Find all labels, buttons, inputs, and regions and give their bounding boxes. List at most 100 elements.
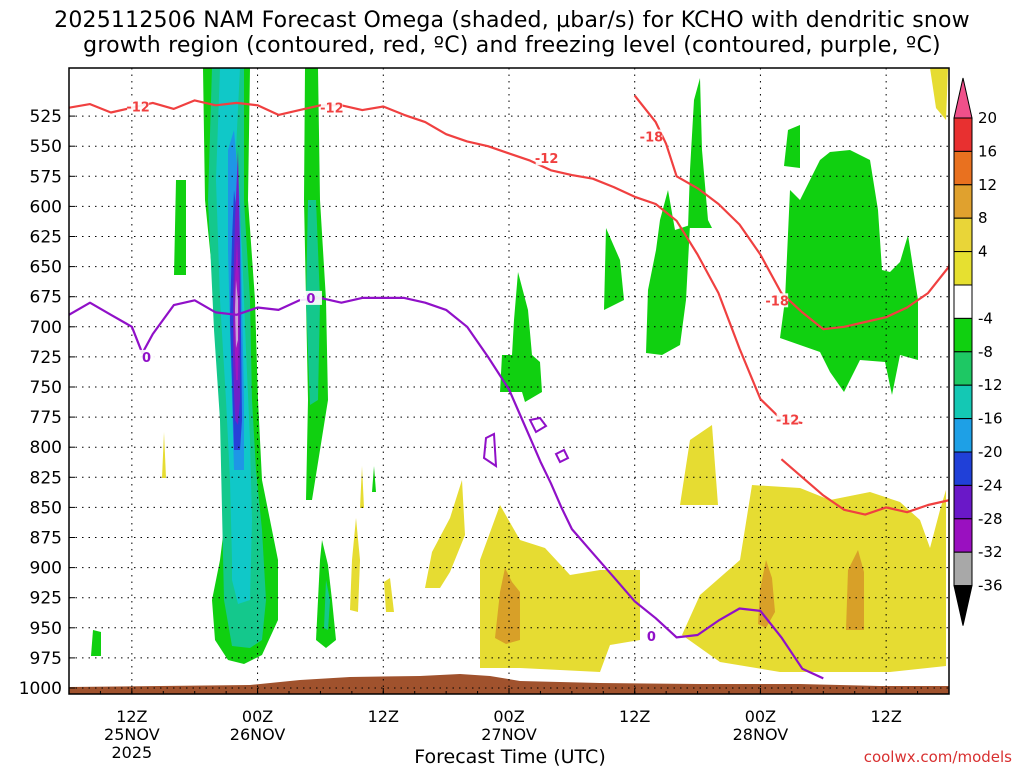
y-tick-label-975: 975 bbox=[30, 649, 62, 669]
colorbar-label-5: -4 bbox=[978, 309, 993, 327]
colorbar-label-6: -8 bbox=[978, 343, 993, 361]
contour-label-bg-1 bbox=[320, 100, 343, 115]
y-tick-label-825: 825 bbox=[30, 468, 62, 488]
colorbar-label-0: 20 bbox=[978, 109, 997, 127]
colorbar-segment-13 bbox=[953, 518, 973, 553]
chart-title-line-2: growth region (contoured, red, ºC) and f… bbox=[83, 33, 941, 58]
y-tick-label-800: 800 bbox=[30, 438, 62, 458]
y-tick-label-700: 700 bbox=[30, 318, 62, 338]
y-tick-label-725: 725 bbox=[30, 348, 62, 368]
colorbar-segment-12 bbox=[953, 484, 973, 520]
contour-line-2 bbox=[780, 458, 949, 516]
omega-shading bbox=[91, 68, 948, 672]
omega-region-pos_4-3 bbox=[360, 466, 364, 508]
colorbar-label-2: 12 bbox=[978, 176, 997, 194]
x-tick-label-6-3: 2025 bbox=[111, 743, 152, 762]
omega-region-pos_4-4 bbox=[384, 578, 394, 612]
omega-region-pos_4-1 bbox=[425, 480, 465, 588]
contour-label-0: -12 bbox=[126, 100, 150, 115]
colorbar-segment-3 bbox=[953, 184, 973, 219]
freezing-closed-contour-0 bbox=[482, 432, 498, 468]
contour-label-bg-6 bbox=[135, 349, 158, 364]
omega-region-pos_4-7 bbox=[930, 68, 948, 120]
y-tick-label-1000: 1000 bbox=[19, 679, 62, 699]
omega-region-neg_4-15 bbox=[500, 272, 542, 402]
colorbar-segment-7 bbox=[953, 317, 973, 353]
colorbar-segment-10 bbox=[953, 418, 973, 453]
contour-label-7: 0 bbox=[306, 292, 315, 307]
freezing-closed-contour-1 bbox=[528, 416, 548, 434]
contour-label-1: -12 bbox=[320, 102, 344, 117]
x-tick-label-6-2: 25NOV bbox=[104, 725, 160, 744]
omega-region-neg_4-22 bbox=[91, 630, 101, 656]
colorbar-segment-14 bbox=[953, 551, 973, 587]
y-tick-label-575: 575 bbox=[30, 167, 62, 187]
omega-region-neg_8-26 bbox=[324, 580, 330, 630]
omega-region-neg_4-16 bbox=[604, 228, 624, 310]
contour-label-2: -12 bbox=[535, 152, 559, 167]
chart-title-line-1: 2025112506 NAM Forecast Omega (shaded, µ… bbox=[54, 8, 970, 33]
colorbar-segment-1 bbox=[953, 117, 973, 152]
colorbar-label-9: -20 bbox=[978, 443, 1003, 461]
y-tick-label-875: 875 bbox=[30, 529, 62, 549]
omega-region-neg_4-18 bbox=[688, 78, 712, 228]
colorbar: 20 16 12 8 4 -4 -8 -12 -16 -20 -24 -28 -32 -36 bbox=[953, 77, 1003, 626]
contour-label-bg-2 bbox=[535, 151, 558, 166]
contour-label-bg-8 bbox=[640, 629, 663, 644]
colorbar-label-13: -36 bbox=[978, 577, 1003, 595]
omega-region-neg_4-21 bbox=[174, 180, 186, 275]
colorbar-segment-2 bbox=[953, 150, 973, 186]
contour-label-6: 0 bbox=[142, 351, 151, 366]
colorbar-label-7: -12 bbox=[978, 376, 1003, 394]
omega-region-neg_4-20 bbox=[784, 125, 800, 168]
omega-region-neg_4-19 bbox=[780, 150, 918, 395]
contour-label-bg-5 bbox=[776, 412, 799, 427]
omega-region-pos_8-11 bbox=[846, 550, 864, 630]
y-tick-label-600: 600 bbox=[30, 197, 62, 217]
x-tick-label-18-2: 26NOV bbox=[230, 725, 286, 744]
contour-label-bg-4 bbox=[766, 293, 789, 308]
x-tick-label-42-2: 27NOV bbox=[481, 725, 537, 744]
credit-link[interactable]: coolwx.com/models bbox=[863, 748, 1012, 766]
colorbar-segment-9 bbox=[953, 384, 973, 420]
y-axis: 525 550 575 600 625 650 675 700 725 750 775 800 825 8… bbox=[19, 107, 75, 699]
contour-label-3: -18 bbox=[640, 131, 664, 146]
contour-lines bbox=[69, 94, 949, 680]
contour-label-8: 0 bbox=[647, 630, 656, 645]
x-tick-label-42-1: 00Z bbox=[493, 707, 524, 726]
colorbar-label-12: -32 bbox=[978, 543, 1003, 561]
y-tick-label-675: 675 bbox=[30, 288, 62, 308]
contour-label-5: -12 bbox=[776, 414, 800, 429]
omega-region-pos_4-8 bbox=[162, 432, 166, 478]
contour-label-bg-0 bbox=[127, 99, 150, 114]
colorbar-top-arrow bbox=[953, 77, 973, 119]
y-tick-label-775: 775 bbox=[30, 408, 62, 428]
colorbar-label-8: -16 bbox=[978, 410, 1003, 428]
x-tick-label-18-1: 00Z bbox=[242, 707, 273, 726]
omega-region-pos_4-5 bbox=[680, 425, 718, 505]
x-tick-label-30-1: 12Z bbox=[368, 707, 399, 726]
x-axis-title: Forecast Time (UTC) bbox=[414, 746, 606, 768]
omega-region-pos_8-10 bbox=[758, 560, 775, 628]
colorbar-label-4: 4 bbox=[978, 243, 988, 261]
colorbar-label-11: -28 bbox=[978, 510, 1003, 528]
y-tick-label-925: 925 bbox=[30, 589, 62, 609]
omega-region-pos_4-6 bbox=[682, 485, 946, 672]
contour-label-bg-7 bbox=[299, 290, 322, 305]
freezing-closed-contour-2 bbox=[554, 448, 570, 464]
y-tick-label-550: 550 bbox=[30, 137, 62, 157]
contour-line-0 bbox=[69, 99, 803, 425]
terrain-layer bbox=[69, 674, 949, 694]
chart-title: 2025112506 NAM Forecast Omega (shaded, µ… bbox=[0, 8, 1024, 58]
contour-line-1 bbox=[633, 94, 949, 331]
x-tick-label-54-1: 12Z bbox=[619, 707, 650, 726]
colorbar-label-3: 8 bbox=[978, 209, 988, 227]
y-tick-label-750: 750 bbox=[30, 378, 62, 398]
colorbar-segment-8 bbox=[953, 351, 973, 386]
colorbar-segment-11 bbox=[953, 451, 973, 486]
colorbar-bottom-arrow bbox=[953, 585, 973, 626]
colorbar-segment-6 bbox=[953, 284, 973, 319]
contour-line-3 bbox=[69, 296, 824, 680]
y-tick-label-850: 850 bbox=[30, 498, 62, 518]
